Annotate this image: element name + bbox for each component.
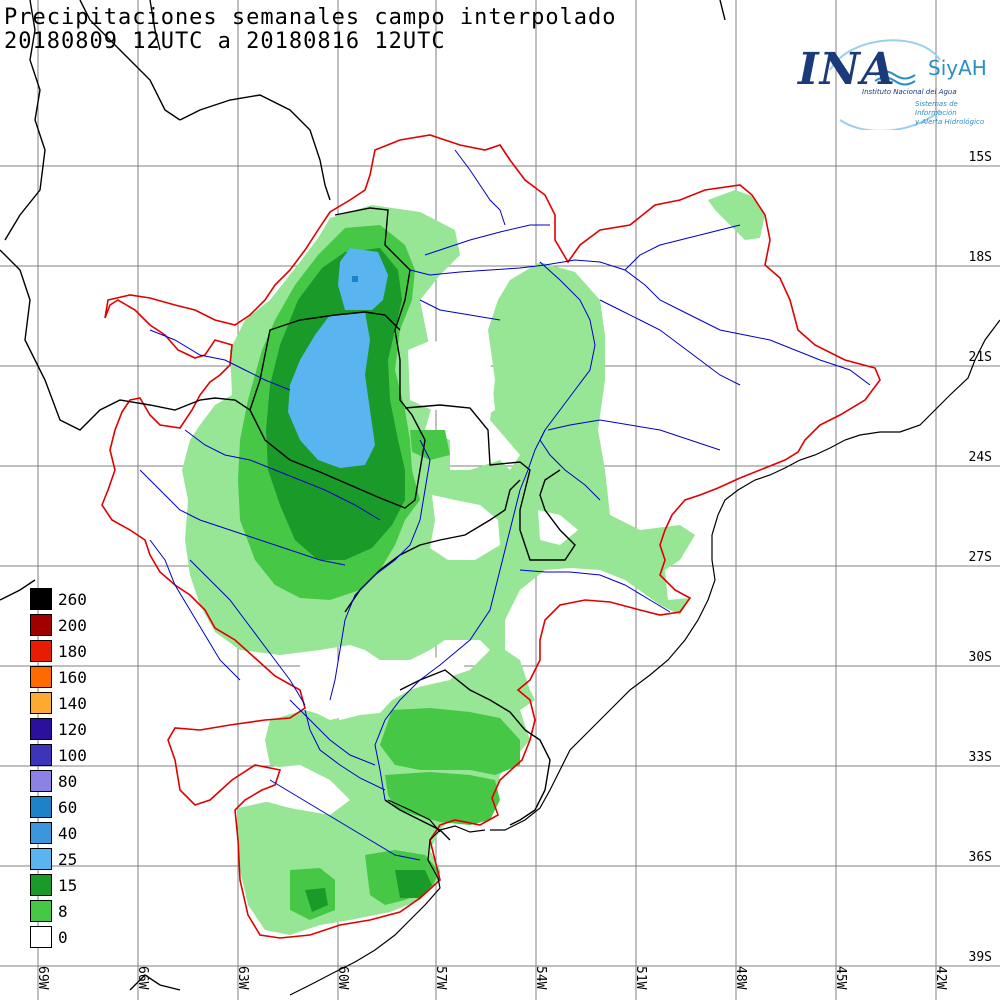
atlantic-coastline (289, 319, 1000, 996)
legend-row: 40 (30, 820, 100, 846)
legend-swatch (30, 796, 52, 818)
legend-row: 140 (30, 690, 100, 716)
legend-row: 80 (30, 768, 100, 794)
legend-swatch (30, 666, 52, 688)
legend-swatch (30, 926, 52, 948)
legend-swatch (30, 744, 52, 766)
legend-row: 180 (30, 638, 100, 664)
legend-swatch (30, 588, 52, 610)
legend-label: 0 (58, 927, 68, 947)
longitude-label: 69W (35, 966, 50, 990)
legend-label: 140 (58, 693, 87, 713)
latitude-label: 27S (968, 550, 992, 565)
longitude-label: 45W (833, 966, 848, 990)
legend-swatch (30, 900, 52, 922)
legend-label: 100 (58, 745, 87, 765)
legend-label: 25 (58, 849, 78, 869)
legend-label: 160 (58, 667, 87, 687)
latitude-label: 18S (968, 250, 992, 265)
legend-row: 8 (30, 898, 100, 924)
legend-label: 260 (58, 589, 87, 609)
map-date-range: 20180809 12UTC a 20180816 12UTC (4, 29, 446, 54)
latitude-label: 36S (968, 850, 992, 865)
legend-row: 15 (30, 872, 100, 898)
logo-system-name: Sistemas de Información y Alerta Hidroló… (915, 100, 995, 127)
latitude-label: 21S (968, 350, 992, 365)
legend-row: 100 (30, 742, 100, 768)
latitude-label: 33S (968, 750, 992, 765)
logo-system-line1: Sistemas de Información (915, 100, 958, 117)
longitude-label: 57W (433, 966, 448, 990)
legend-swatch (30, 874, 52, 896)
ina-siyah-logo: INA SiyAH Instituto Nacional del Agua Si… (790, 30, 995, 130)
rio-de-la-plata-estuary (387, 799, 441, 833)
latitude-label: 24S (968, 450, 992, 465)
legend-swatch (30, 640, 52, 662)
legend-swatch (30, 848, 52, 870)
latitude-label: 15S (968, 150, 992, 165)
longitude-label: 42W (933, 966, 948, 990)
legend-row: 0 (30, 924, 100, 950)
legend-row: 200 (30, 612, 100, 638)
legend-swatch (30, 770, 52, 792)
legend-swatch (30, 692, 52, 714)
logo-ina-text: INA (798, 44, 896, 95)
legend-label: 40 (58, 823, 78, 843)
longitude-label: 54W (533, 966, 548, 990)
legend-swatch (30, 822, 52, 844)
legend-label: 8 (58, 901, 68, 921)
legend-swatch (30, 718, 52, 740)
precip-zero-areas (250, 340, 578, 815)
longitude-label: 66W (135, 966, 150, 990)
logo-institute-name: Instituto Nacional del Agua (862, 88, 957, 96)
rivers (139, 149, 871, 861)
legend-row: 60 (30, 794, 100, 820)
precip-25-40-field (288, 248, 388, 468)
legend-label: 120 (58, 719, 87, 739)
logo-swoosh (829, 39, 941, 130)
logo-system-line2: y Alerta Hidrológico (915, 118, 985, 126)
logo-siyah-text: SiyAH (928, 56, 987, 80)
latitude-label: 39S (968, 950, 992, 965)
legend-label: 200 (58, 615, 87, 635)
longitude-label: 48W (733, 966, 748, 990)
legend-row: 160 (30, 664, 100, 690)
legend-label: 80 (58, 771, 78, 791)
longitude-label: 60W (335, 966, 350, 990)
la-plata-basin-border (101, 134, 881, 939)
precipitation-legend: 260 200 180 160 140 120 100 80 60 40 25 15 8 0 (30, 586, 100, 950)
legend-row: 120 (30, 716, 100, 742)
map-title: Precipitaciones semanales campo interpol… (4, 5, 617, 30)
legend-row: 260 (30, 586, 100, 612)
legend-label: 180 (58, 641, 87, 661)
latitude-label: 30S (968, 650, 992, 665)
longitude-label: 63W (235, 966, 250, 990)
longitude-label: 51W (633, 966, 648, 990)
legend-label: 15 (58, 875, 78, 895)
legend-swatch (30, 614, 52, 636)
legend-label: 60 (58, 797, 78, 817)
legend-row: 25 (30, 846, 100, 872)
